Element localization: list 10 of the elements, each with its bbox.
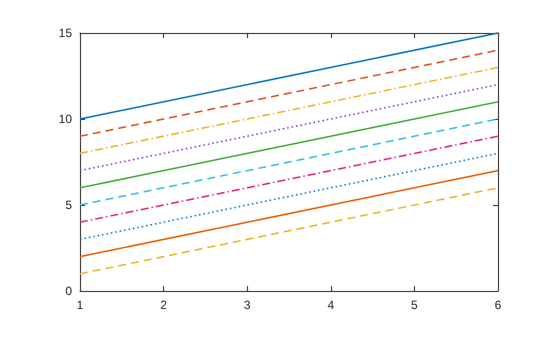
x-tick-label: 6 bbox=[494, 298, 502, 312]
y-tick-label: 15 bbox=[58, 26, 72, 40]
x-tick-label: 2 bbox=[160, 298, 168, 312]
y-tick-label: 5 bbox=[65, 198, 72, 212]
y-tick-label: 0 bbox=[65, 284, 72, 298]
y-tick-label: 10 bbox=[58, 112, 72, 126]
x-tick-label: 1 bbox=[76, 298, 84, 312]
x-tick-label: 5 bbox=[411, 298, 418, 312]
x-tick-label: 4 bbox=[327, 298, 334, 312]
x-tick-label: 3 bbox=[244, 298, 251, 312]
